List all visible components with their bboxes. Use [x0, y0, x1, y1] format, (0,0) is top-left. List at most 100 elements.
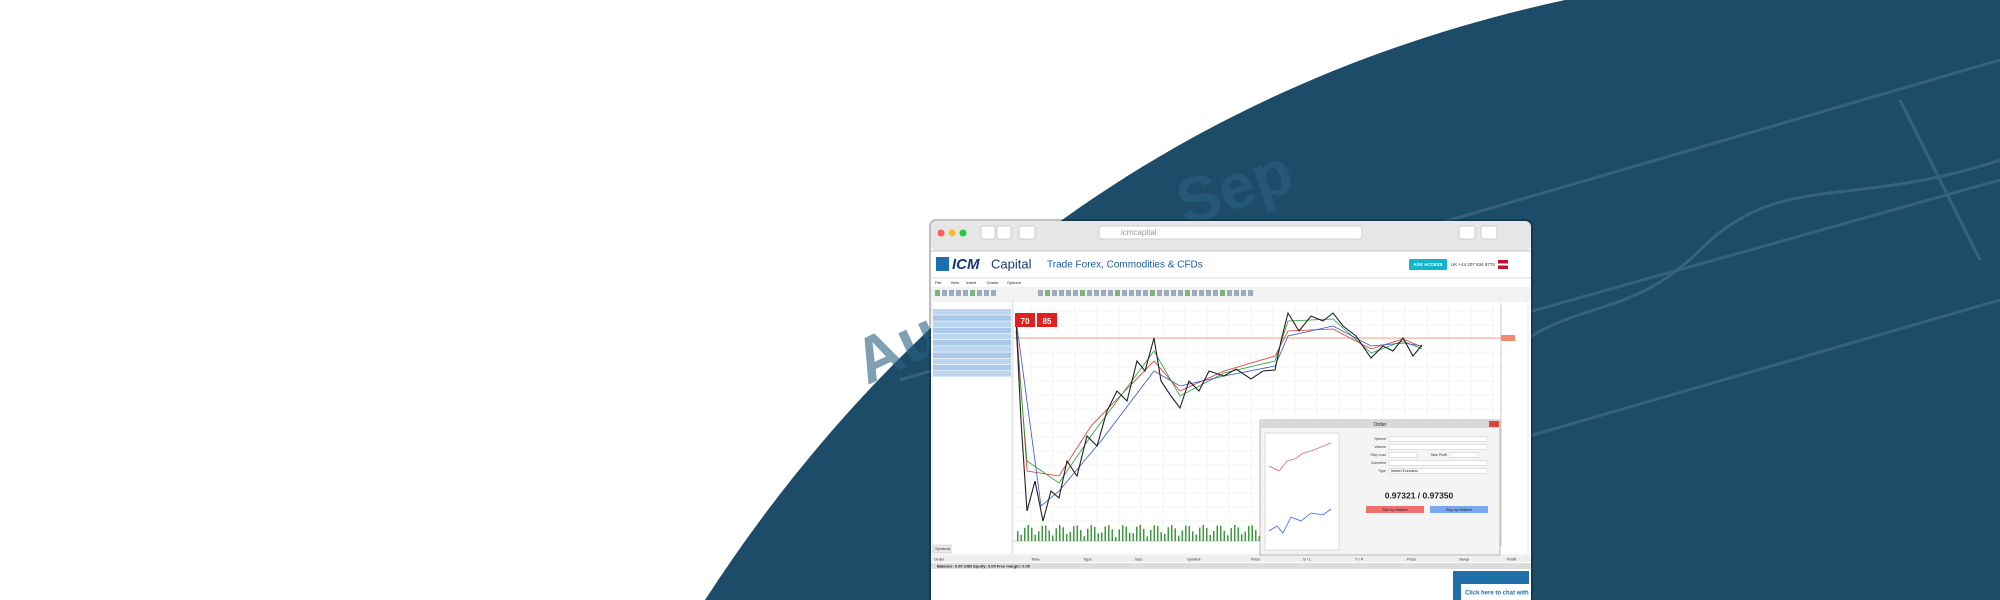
tool-icon[interactable]: [1122, 290, 1127, 296]
tool-icon[interactable]: [1199, 290, 1204, 296]
tool-icon[interactable]: [1192, 290, 1197, 296]
symbol-row[interactable]: [933, 352, 1011, 358]
symbol-row[interactable]: [933, 371, 1011, 377]
tool-icon[interactable]: [1227, 290, 1232, 296]
volume-bar: [1185, 525, 1187, 541]
field-input[interactable]: [1388, 452, 1418, 458]
volume-bar: [1080, 529, 1082, 541]
moving-average: [1015, 318, 1423, 477]
sell-button[interactable]: [1366, 506, 1424, 513]
field-input[interactable]: [1388, 436, 1488, 442]
symbol-row[interactable]: [933, 333, 1011, 340]
tool-icon[interactable]: [1073, 290, 1078, 296]
volume-bar: [1090, 525, 1092, 541]
tool-icon[interactable]: [956, 290, 961, 296]
tool-icon[interactable]: [1115, 290, 1120, 296]
symbol-row[interactable]: [933, 315, 1011, 321]
bid-line: [1268, 508, 1332, 534]
volume-bar: [1255, 530, 1257, 541]
field-input[interactable]: [1388, 460, 1488, 466]
tool-icon[interactable]: [1045, 290, 1050, 296]
volume-bar: [1038, 531, 1040, 541]
volume-bar: [1104, 526, 1106, 541]
volume-bar: [1073, 526, 1075, 541]
symbol-row[interactable]: [933, 321, 1011, 327]
volume-bar: [1192, 531, 1194, 541]
tool-icon[interactable]: [1206, 290, 1211, 296]
tool-icon[interactable]: [1178, 290, 1183, 296]
tool-icon[interactable]: [1038, 290, 1043, 296]
tool-icon[interactable]: [984, 290, 989, 296]
field-input[interactable]: [1388, 468, 1488, 474]
field-input[interactable]: [1449, 452, 1479, 458]
tool-icon[interactable]: [1108, 290, 1113, 296]
menu-item[interactable]: Charts: [987, 280, 999, 285]
volume-bar: [1122, 525, 1124, 541]
tool-icon[interactable]: [1143, 290, 1148, 296]
tool-icon[interactable]: [1157, 290, 1162, 296]
tool-icon[interactable]: [1220, 290, 1225, 296]
volume-bar: [1115, 536, 1117, 541]
logo-icon: [936, 257, 949, 271]
tool-icon[interactable]: [1136, 290, 1141, 296]
quote-panel: 70 85: [1015, 313, 1057, 327]
field-input[interactable]: [1388, 444, 1488, 450]
symbol-row[interactable]: [933, 346, 1011, 352]
tool-icon[interactable]: [935, 290, 940, 296]
column-header: Type: [1083, 556, 1092, 561]
tool-icon[interactable]: [1059, 290, 1064, 296]
tool-icon[interactable]: [1241, 290, 1246, 296]
buy-quote[interactable]: [1037, 313, 1057, 327]
back-button[interactable]: [980, 225, 996, 240]
tool-icon[interactable]: [977, 290, 982, 296]
tool-icon[interactable]: [1087, 290, 1092, 296]
tool-icon[interactable]: [970, 290, 975, 296]
field-label: Volume: [1374, 445, 1386, 449]
tool-icon[interactable]: [1164, 290, 1169, 296]
symbol-row[interactable]: [933, 309, 1011, 315]
menu-item[interactable]: File: [935, 280, 942, 285]
tool-icon[interactable]: [1129, 290, 1134, 296]
tool-icon[interactable]: [942, 290, 947, 296]
tool-icon[interactable]: [1101, 290, 1106, 296]
tool-icon[interactable]: [991, 290, 996, 296]
dialog-close[interactable]: [1489, 421, 1499, 427]
tool-icon[interactable]: [1052, 290, 1057, 296]
tool-icon[interactable]: [949, 290, 954, 296]
symbol-row[interactable]: [933, 358, 1011, 365]
close-button[interactable]: [937, 229, 945, 237]
url-bar[interactable]: [1098, 225, 1363, 240]
field-value: Market Execution: [1391, 469, 1418, 473]
sell-price: 70: [1021, 317, 1030, 326]
symbols-tab[interactable]: [932, 544, 952, 554]
tool-icon[interactable]: [1066, 290, 1071, 296]
volume-bar: [1220, 525, 1222, 541]
sidebar-button[interactable]: [1018, 225, 1036, 240]
access-button[interactable]: [1409, 259, 1447, 270]
tool-icon[interactable]: [1213, 290, 1218, 296]
tool-icon[interactable]: [1234, 290, 1239, 296]
forward-button[interactable]: [996, 225, 1012, 240]
sell-quote[interactable]: [1015, 313, 1035, 327]
tool-icon[interactable]: [1171, 290, 1176, 296]
price-marker: [1501, 335, 1515, 341]
tool-icon[interactable]: [1094, 290, 1099, 296]
menu-item[interactable]: Options: [1007, 280, 1021, 285]
symbol-row[interactable]: [933, 327, 1011, 334]
tool-icon[interactable]: [963, 290, 968, 296]
buy-button[interactable]: [1430, 506, 1488, 513]
zoom-button[interactable]: [959, 229, 967, 237]
symbol-row[interactable]: [933, 340, 1011, 346]
menu-item[interactable]: Insert: [966, 280, 977, 285]
tool-icon[interactable]: [1185, 290, 1190, 296]
tagline: Trade Forex, Commodities & CFDs: [1047, 260, 1203, 271]
tool-icon[interactable]: [1150, 290, 1155, 296]
menu-item[interactable]: View: [951, 280, 960, 285]
tabs-button[interactable]: [1480, 225, 1498, 240]
tool-icon[interactable]: [1248, 290, 1253, 296]
share-button[interactable]: [1458, 225, 1476, 240]
tool-icon[interactable]: [1080, 290, 1085, 296]
minimize-button[interactable]: [948, 229, 956, 237]
volume-bar: [1024, 527, 1026, 541]
symbol-row[interactable]: [933, 364, 1011, 371]
